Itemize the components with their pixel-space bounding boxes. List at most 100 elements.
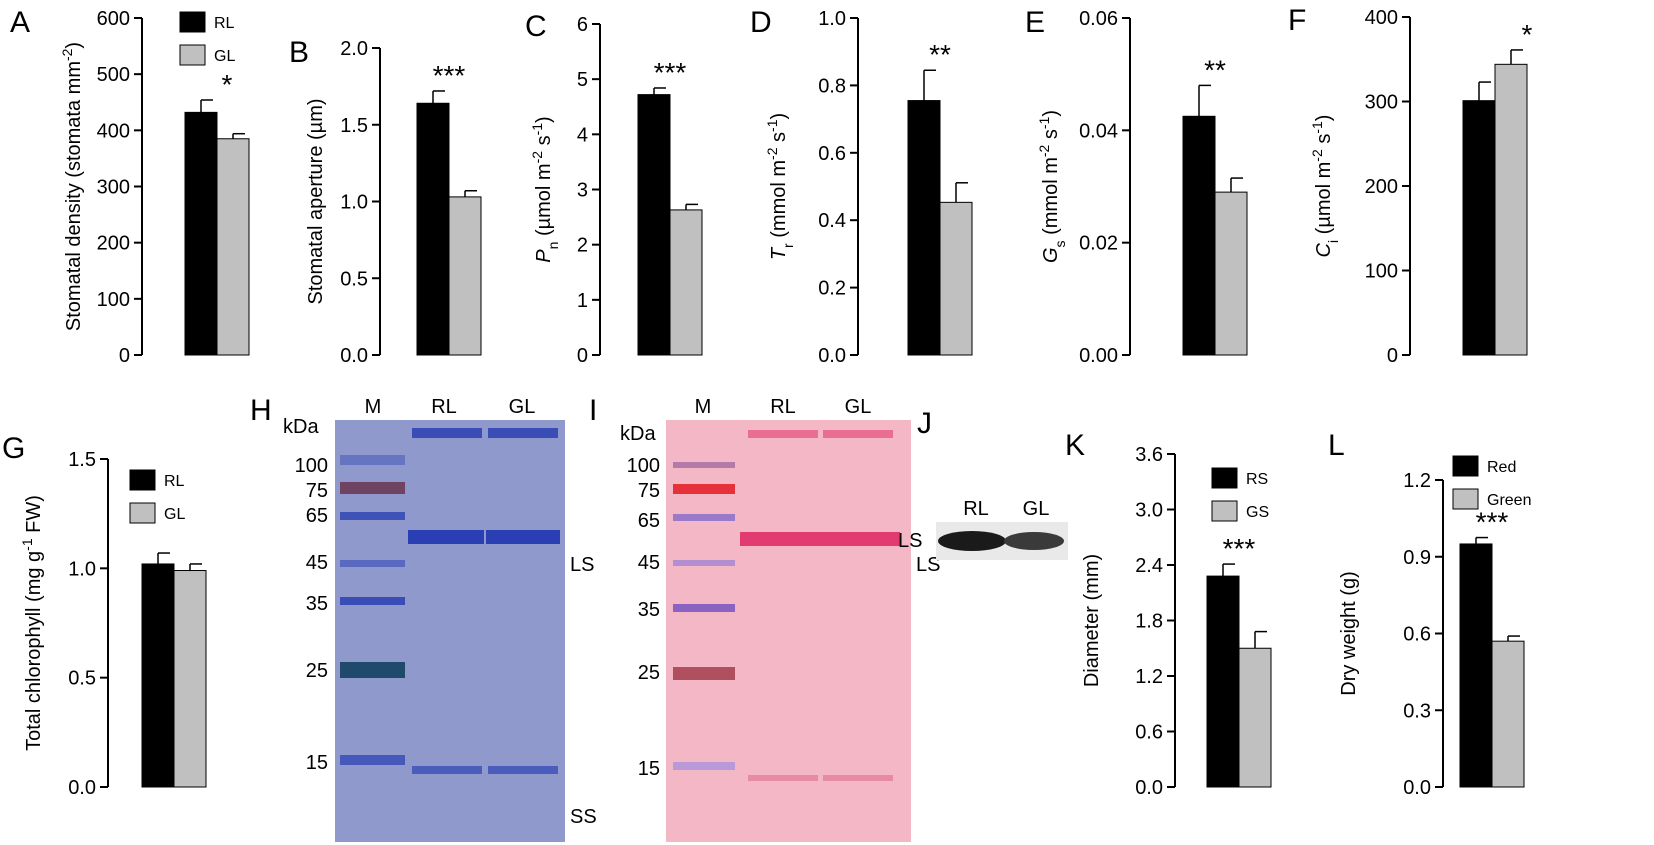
y-tick-label: 200 [97, 233, 130, 255]
panel-label: C [525, 10, 547, 43]
y-tick-label: 200 [1365, 176, 1398, 198]
y-tick-label: 600 [97, 8, 130, 30]
y-tick-label: 0 [577, 345, 588, 367]
ylabel-sup: -1 [19, 538, 35, 551]
gel-i-lane-rl: RL [770, 396, 796, 418]
y-tick-label: 0.2 [818, 278, 846, 300]
y-tick-label: 0.02 [1079, 233, 1118, 255]
gel-i-marker-label: 15 [638, 758, 660, 780]
ylabel-sup: -1 [764, 119, 780, 132]
bar-gl [173, 570, 207, 788]
y-tick-label: 0.0 [68, 777, 96, 799]
panel-label: D [750, 6, 772, 39]
significance-marker: * [1522, 19, 1533, 50]
gel-h-lane-m: M [365, 396, 382, 418]
y-tick-label: 1.0 [340, 192, 368, 214]
panel-label: L [1328, 429, 1345, 462]
gel-h-marker-band [340, 482, 405, 494]
chart-panel-k: K 0.0 0.6 1.2 1.8 2.4 3.0 3.6 Diameter (mm) *** RS… [1065, 429, 1272, 799]
significance-marker: ** [1204, 54, 1226, 85]
significance-marker: *** [1223, 533, 1256, 564]
gel-i-ss-band-rl [748, 775, 818, 781]
gel-i-ls-band-gl [820, 532, 900, 546]
gel-h-marker-band [340, 455, 405, 465]
significance-marker: ** [929, 39, 951, 70]
bar-rl [907, 100, 941, 356]
y-tick-label: 0.0 [1403, 777, 1431, 799]
gel-i-marker-label: 100 [627, 455, 660, 477]
bar-gl [216, 138, 250, 356]
legend-swatch [1452, 488, 1479, 510]
ylabel-mid: s [1313, 134, 1335, 150]
gel-h-unit: kDa [283, 416, 319, 438]
western-j-lane-rl: RL [963, 498, 989, 520]
y-tick-label: 1.0 [68, 558, 96, 580]
ylabel-sup: -2 [529, 151, 545, 164]
bar-gl [669, 209, 703, 356]
bar-rl [141, 563, 175, 788]
significance-marker: *** [433, 60, 466, 91]
y-tick-label: 400 [97, 120, 130, 142]
gel-h-ss-band-rl [412, 766, 482, 774]
ylabel-text: Total chlorophyll (mg g [23, 551, 45, 751]
bar-rl [637, 94, 671, 356]
ylabel-sup: -1 [529, 123, 545, 136]
chart-panel-b: B 0.0 0.5 1.0 1.5 2.0 Stomatal aperture (µm) **… [289, 36, 482, 367]
y-tick-label: 500 [97, 64, 130, 86]
ylabel-text: (µmol m [1313, 162, 1335, 240]
y-tick-label: 3.6 [1135, 444, 1163, 466]
bar-green [1491, 640, 1525, 788]
gel-h-band-ls: LS [570, 554, 594, 576]
gel-panel-i: I kDa M RL GL 100 75 65 45 35 25 15 [589, 394, 940, 842]
y-tick-label: 0.8 [818, 75, 846, 97]
ylabel-tail: FW) [23, 495, 45, 538]
gel-i-marker-band [673, 604, 735, 612]
gel-h-top-band-gl [488, 428, 558, 438]
gel-i-marker-band [673, 762, 735, 770]
panel-label: K [1065, 429, 1085, 462]
gel-h-marker-label: 100 [295, 455, 328, 477]
ylabel-sub: i [1325, 240, 1341, 243]
legend-label: RL [214, 15, 235, 32]
significance-marker: *** [1476, 507, 1509, 538]
panel-label: A [10, 6, 30, 39]
ylabel-text: (mmol m [768, 160, 790, 243]
ylabel-tail: ) [533, 116, 555, 123]
y-tick-label: 0.00 [1079, 345, 1118, 367]
ylabel-mid: s [768, 132, 790, 148]
legend-swatch [179, 44, 206, 66]
y-tick-label: 0.4 [818, 210, 846, 232]
ylabel-sub: n [545, 242, 561, 250]
chart-panel-l: L 0.0 0.3 0.6 0.9 1.2 Dry weight (g) *** Red Gree… [1328, 429, 1531, 799]
y-axis-label: Stomatal density (stomata mm-2) [59, 42, 85, 331]
y-axis-label: Total chlorophyll (mg g-1 FW) [19, 495, 45, 751]
bar-rl [1462, 100, 1496, 356]
ylabel-text: (µmol m [533, 163, 555, 241]
legend-swatch [1452, 455, 1479, 477]
ylabel-text: Stomatal density (stomata mm [63, 61, 85, 331]
gel-panel-h: H kDa M RL GL 100 75 65 45 35 25 15 [250, 394, 597, 842]
gel-i-lane-m: M [695, 396, 712, 418]
ylabel-text: Stomatal aperture (µm) [305, 98, 327, 304]
gel-i-marker-label: 25 [638, 662, 660, 684]
ylabel-italic: T [768, 246, 790, 260]
y-tick-label: 0.0 [1135, 777, 1163, 799]
y-tick-label: 3.0 [1135, 500, 1163, 522]
bar-gs [1238, 647, 1272, 788]
y-tick-label: 0.3 [1403, 700, 1431, 722]
gel-i-marker-band [673, 514, 735, 521]
legend-label: Red [1487, 459, 1516, 476]
ylabel-sup: -2 [764, 147, 780, 160]
y-tick-label: 1.2 [1135, 666, 1163, 688]
gel-i-marker-lane [673, 462, 735, 770]
ylabel-sup: -2 [59, 48, 75, 61]
gel-h-marker-label: 25 [306, 660, 328, 682]
bar-gl [1494, 63, 1528, 356]
chart-panel-d: D 0.0 0.2 0.4 0.6 0.8 1.0 Tr (mmol m-2 s-1) ** [750, 6, 973, 367]
gel-i-ls-band-rl [740, 532, 820, 546]
western-j-band-ls: LS [898, 530, 922, 552]
gel-h-ls-band-gl [486, 530, 560, 544]
gel-i-marker-band [673, 462, 735, 468]
gel-h-ls-band-rl [408, 530, 484, 544]
ylabel-italic: G [1040, 247, 1062, 263]
